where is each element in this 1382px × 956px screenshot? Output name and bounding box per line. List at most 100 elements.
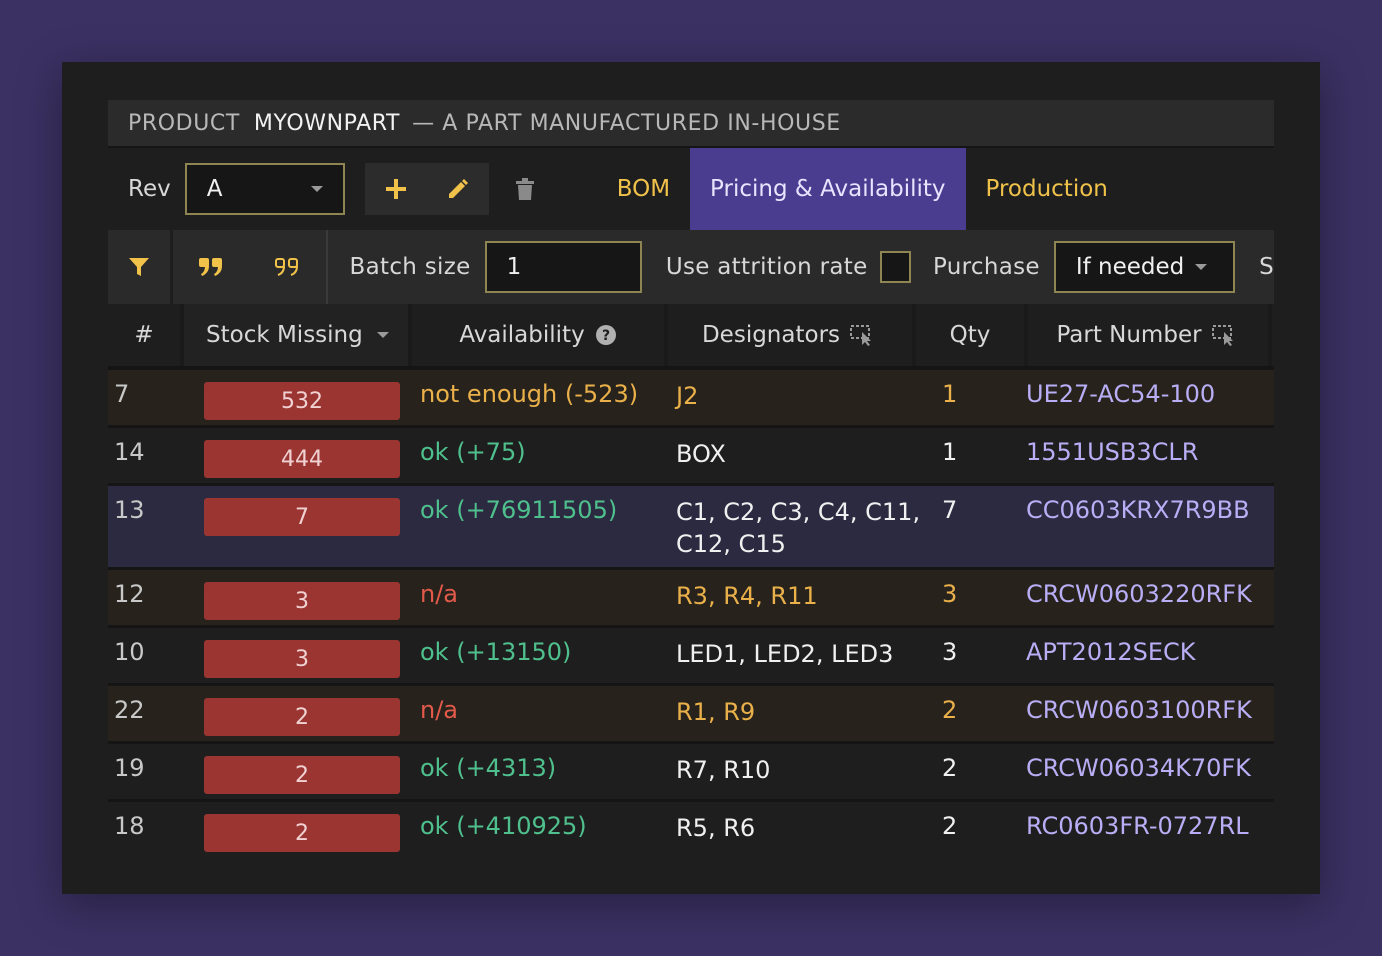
availability-cell: not enough (-523) (420, 380, 639, 408)
table-row[interactable]: 14 444 ok (+75) BOX 1 1551USB3CLR (108, 428, 1274, 486)
row-number: 12 (114, 580, 145, 608)
part-number-link[interactable]: RC0603FR-0727RL (1026, 812, 1249, 840)
row-number: 7 (114, 380, 130, 408)
stock-missing-badge: 532 (204, 382, 400, 420)
column-header-label: Part Number (1056, 322, 1202, 348)
table-row[interactable]: 19 2 ok (+4313) R7, R10 2 CRCW06034K70FK (108, 744, 1274, 802)
row-number: 22 (114, 696, 145, 724)
column-header-part-number[interactable]: Part Number (1028, 304, 1272, 366)
sort-desc-icon (376, 332, 389, 338)
filter-button[interactable] (108, 230, 173, 304)
product-description: — A PART MANUFACTURED IN-HOUSE (412, 110, 841, 136)
column-header-qty[interactable]: Qty (916, 304, 1028, 366)
column-header-availability[interactable]: Availability ? (412, 304, 668, 366)
column-header-designators[interactable]: Designators (668, 304, 916, 366)
designators-cell: C1, C2, C3, C4, C11, C12, C15 (676, 498, 921, 558)
quote-button[interactable] (191, 247, 231, 287)
options-toolbar: Batch size 1 Use attrition rate Purchase… (108, 230, 1274, 304)
attrition-rate-label: Use attrition rate (665, 254, 868, 280)
qty-cell: 3 (942, 580, 958, 608)
stock-missing-badge: 2 (204, 814, 400, 852)
table-row[interactable]: 10 3 ok (+13150) LED1, LED2, LED3 3 APT2… (108, 628, 1274, 686)
tab-pricing-availability[interactable]: Pricing & Availability (690, 148, 966, 230)
stock-missing-badge: 7 (204, 498, 400, 536)
qty-cell: 2 (942, 812, 958, 840)
batch-size-value: 1 (506, 254, 522, 280)
column-header-label: # (134, 322, 154, 348)
attrition-rate-checkbox[interactable] (879, 251, 911, 283)
designators-cell: LED1, LED2, LED3 (676, 640, 894, 668)
column-header-label: Availability (459, 322, 585, 348)
designators-cell: R1, R9 (676, 698, 756, 726)
purchase-label: Purchase (932, 254, 1040, 280)
stock-missing-badge: 444 (204, 440, 400, 478)
part-number-link[interactable]: CC0603KRX7R9BB (1026, 496, 1250, 524)
revision-actions (364, 163, 489, 215)
stock-missing-cell: 2 (204, 754, 402, 794)
designators-cell: R5, R6 (676, 814, 756, 842)
qty-cell: 2 (942, 696, 958, 724)
trash-icon (515, 178, 534, 200)
batch-size-label: Batch size (349, 254, 471, 280)
filter-icon (128, 258, 149, 276)
designators-cell: J2 (676, 382, 699, 410)
stock-missing-cell: 7 (204, 496, 402, 536)
part-number-link[interactable]: CRCW06034K70FK (1026, 754, 1251, 782)
column-header-number[interactable]: # (108, 304, 184, 366)
part-number-link[interactable]: APT2012SECK (1026, 638, 1196, 666)
chevron-down-icon (310, 186, 323, 192)
tab-production[interactable]: Production (985, 176, 1108, 202)
edit-revision-button[interactable] (438, 169, 478, 209)
part-number-link[interactable]: CRCW0603220RFK (1026, 580, 1252, 608)
parts-table: 7 532 not enough (-523) J2 1 UE27-AC54-1… (108, 366, 1274, 860)
product-name: MYOWNPART (253, 110, 401, 136)
table-row[interactable]: 7 532 not enough (-523) J2 1 UE27-AC54-1… (108, 370, 1274, 428)
add-revision-button[interactable] (376, 169, 416, 209)
availability-cell: ok (+75) (420, 438, 526, 466)
qty-cell: 3 (942, 638, 958, 666)
delete-revision-button[interactable] (505, 169, 545, 209)
part-number-link[interactable]: UE27-AC54-100 (1026, 380, 1216, 408)
svg-text:?: ? (602, 328, 610, 344)
table-row[interactable]: 18 2 ok (+410925) R5, R6 2 RC0603FR-0727… (108, 802, 1274, 860)
column-select-icon (1211, 325, 1233, 346)
batch-size-input[interactable]: 1 (484, 241, 642, 293)
column-header-label: Qty (949, 322, 991, 348)
availability-cell: n/a (420, 580, 459, 608)
row-number: 14 (114, 438, 145, 466)
row-number: 13 (114, 496, 145, 524)
table-row[interactable]: 22 2 n/a R1, R9 2 CRCW0603100RFK (108, 686, 1274, 744)
qty-cell: 7 (942, 496, 958, 524)
qty-cell: 1 (942, 438, 958, 466)
table-row[interactable]: 13 7 ok (+76911505) C1, C2, C3, C4, C11,… (108, 486, 1274, 570)
table-header: # Stock Missing Availability ? Designato… (108, 304, 1274, 366)
quote-actions (173, 230, 328, 304)
stock-missing-badge: 3 (204, 640, 400, 678)
quote-outline-button[interactable] (267, 247, 307, 287)
rev-select[interactable]: A (184, 163, 345, 215)
quote-filled-icon (198, 258, 222, 276)
table-row[interactable]: 12 3 n/a R3, R4, R11 3 CRCW0603220RFK (108, 570, 1274, 628)
stock-missing-badge: 2 (204, 698, 400, 736)
purchase-select[interactable]: If needed (1053, 241, 1236, 293)
stock-missing-cell: 444 (204, 438, 402, 478)
product-label: PRODUCT (128, 110, 240, 136)
tab-bom[interactable]: BOM (616, 176, 671, 202)
qty-cell: 2 (942, 754, 958, 782)
overflow-option-label: S (1259, 254, 1274, 280)
view-tabs: BOM Pricing & Availability Production (597, 148, 1128, 230)
qty-cell: 1 (942, 380, 958, 408)
part-number-link[interactable]: 1551USB3CLR (1026, 438, 1199, 466)
availability-cell: n/a (420, 696, 459, 724)
stock-missing-badge: 2 (204, 756, 400, 794)
part-number-link[interactable]: CRCW0603100RFK (1026, 696, 1252, 724)
designators-cell: R3, R4, R11 (676, 582, 818, 610)
stock-missing-cell: 3 (204, 580, 402, 620)
availability-cell: ok (+410925) (420, 812, 587, 840)
column-header-stock-missing[interactable]: Stock Missing (184, 304, 412, 366)
product-header: PRODUCT MYOWNPART — A PART MANUFACTURED … (108, 100, 1274, 148)
stock-missing-cell: 2 (204, 696, 402, 736)
rev-value: A (206, 176, 223, 202)
availability-cell: ok (+76911505) (420, 496, 618, 524)
stock-missing-cell: 2 (204, 812, 402, 852)
